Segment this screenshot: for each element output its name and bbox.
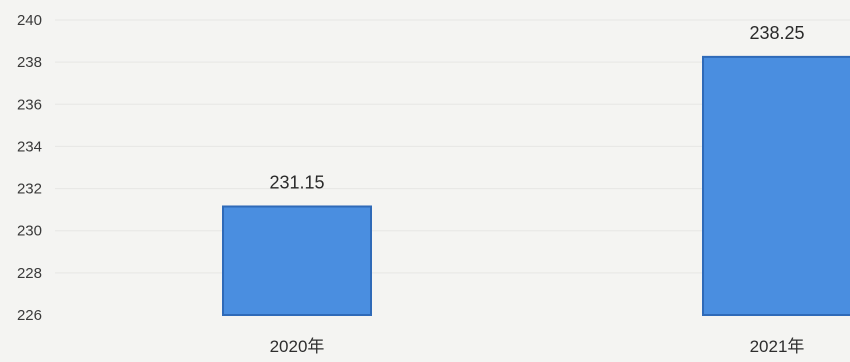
y-tick-label: 234 xyxy=(17,138,42,155)
data-label: 238.25 xyxy=(749,23,804,43)
y-tick-label: 230 xyxy=(17,223,42,240)
y-axis: 226 228 230 232 234 236 238 240 xyxy=(17,12,42,324)
y-tick-label: 240 xyxy=(17,12,42,29)
x-category-label: 2021年 xyxy=(750,337,805,356)
y-tick-label: 232 xyxy=(17,181,42,198)
y-tick-label: 236 xyxy=(17,96,42,113)
y-tick-label: 226 xyxy=(17,307,42,324)
x-category-label: 2020年 xyxy=(270,337,325,356)
x-axis: 2020年 2021年 xyxy=(270,337,805,356)
data-labels: 231.15 238.25 xyxy=(269,23,804,193)
bar-2020 xyxy=(222,205,372,317)
bar-2021 xyxy=(702,55,850,316)
bars xyxy=(222,55,850,317)
gridlines xyxy=(55,19,850,274)
y-tick-label: 228 xyxy=(17,265,42,282)
data-label: 231.15 xyxy=(269,172,324,192)
y-tick-label: 238 xyxy=(17,54,42,71)
